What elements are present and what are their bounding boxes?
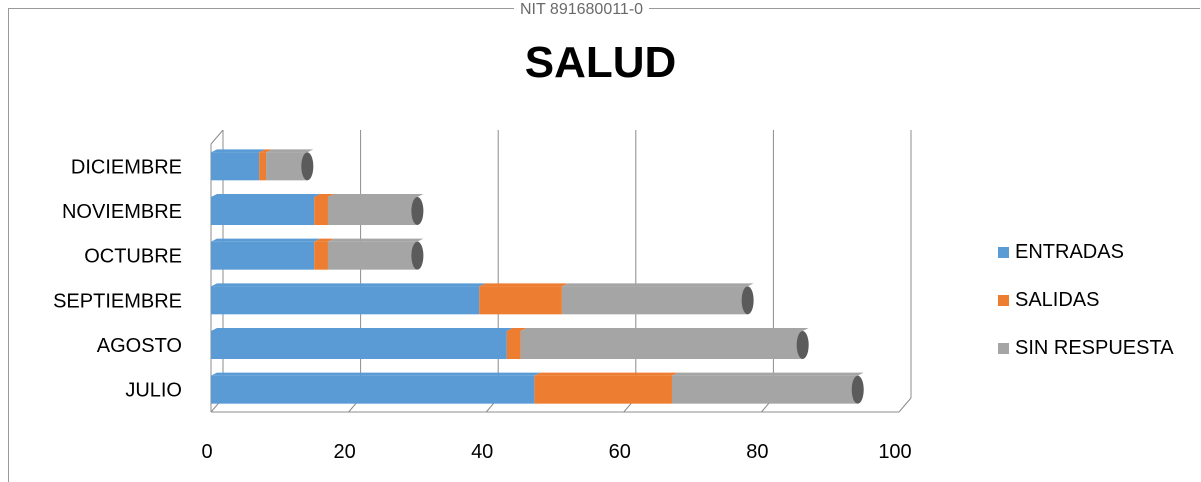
bar-top-face	[479, 283, 568, 287]
bar-top-face	[314, 194, 334, 197]
bar-top-face	[266, 149, 314, 153]
category-label: NOVIEMBRE	[62, 201, 182, 223]
bar-end-cap	[741, 286, 754, 315]
bar-end-cap	[301, 152, 314, 181]
bar-segment-sin-respuesta	[561, 286, 748, 315]
bar-segment-salidas	[259, 152, 267, 181]
category-label: JULIO	[125, 380, 182, 402]
x-tick-label: 100	[878, 441, 911, 463]
bar-end-cap	[411, 241, 424, 270]
chart-frame: NIT 891680011-0	[8, 1, 1200, 482]
bar-end-cap	[851, 375, 864, 404]
bar-end-cap	[411, 197, 424, 225]
bar-top-face	[259, 149, 273, 153]
bar-end-cap	[796, 331, 809, 359]
category-label: AGOSTO	[97, 335, 182, 357]
bar-top-face	[671, 372, 864, 376]
legend-label: SIN RESPUESTA	[1015, 336, 1174, 359]
bar-segment-salidas	[534, 375, 672, 404]
legend-item: SIN RESPUESTA	[998, 324, 1174, 372]
legend-item: SALIDAS	[998, 276, 1174, 324]
bar-top-face	[211, 283, 486, 287]
category-label: OCTUBRE	[84, 246, 182, 268]
x-tick-label: 80	[746, 441, 768, 463]
x-tick-label: 20	[333, 441, 355, 463]
bar-top-face	[327, 194, 424, 197]
bar-segment-entradas	[211, 197, 315, 225]
bar-top-face	[520, 328, 809, 331]
chart-legend: ENTRADAS SALIDAS SIN RESPUESTA	[998, 228, 1174, 372]
bar-top-face	[211, 328, 513, 331]
bar-top-face	[506, 328, 527, 331]
bar-segment-salidas	[506, 331, 521, 359]
bar-segment-sin-respuesta	[327, 197, 418, 225]
bar-top-face	[327, 238, 424, 242]
x-tick-label: 40	[471, 441, 493, 463]
bar-segment-sin-respuesta	[520, 331, 803, 359]
bar-segment-entradas	[211, 375, 535, 404]
x-tick-label: 60	[609, 441, 631, 463]
floor-gridline	[898, 397, 912, 413]
bar-segment-salidas	[314, 197, 328, 225]
legend-item: ENTRADAS	[998, 228, 1174, 276]
bar-segment-entradas	[211, 286, 480, 315]
bar-segment-salidas	[479, 286, 562, 315]
bar-top-face	[211, 372, 541, 376]
bar-segment-sin-respuesta	[327, 241, 418, 270]
axis-corner-line	[210, 129, 224, 145]
legend-swatch	[998, 342, 1009, 354]
bar-segment-entradas	[211, 331, 507, 359]
bar-segment-entradas	[211, 241, 315, 270]
bar-top-face	[534, 372, 678, 376]
header-nit-text: NIT 891680011-0	[514, 1, 650, 19]
category-label: SEPTIEMBRE	[53, 290, 182, 312]
legend-swatch	[998, 294, 1009, 306]
bar-top-face	[211, 194, 321, 197]
legend-label: SALIDAS	[1015, 288, 1100, 311]
bar-segment-sin-respuesta	[671, 375, 858, 404]
bar-top-face	[211, 149, 266, 153]
x-tick-label: 0	[201, 441, 212, 463]
chart-title: SALUD	[524, 38, 677, 87]
bar-top-face	[314, 238, 334, 242]
legend-swatch	[998, 246, 1009, 258]
bar-segment-sin-respuesta	[266, 152, 308, 181]
bar-segment-salidas	[314, 241, 328, 270]
bar-top-face	[561, 283, 754, 287]
bar-segment-entradas	[211, 152, 260, 181]
legend-label: ENTRADAS	[1015, 240, 1124, 263]
category-label: DICIEMBRE	[71, 156, 182, 178]
bar-top-face	[211, 238, 321, 242]
